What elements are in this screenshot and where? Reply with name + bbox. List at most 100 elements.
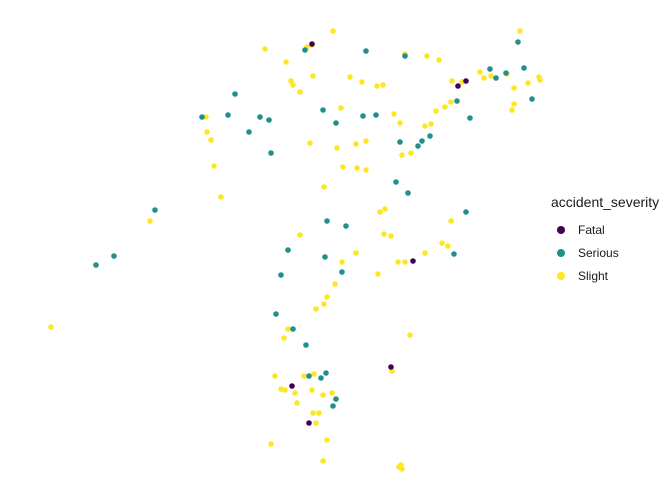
point-serious-2 xyxy=(402,53,408,59)
point-slight-77 xyxy=(282,387,288,393)
point-slight-31 xyxy=(428,121,434,127)
point-serious-42 xyxy=(306,373,312,379)
point-slight-45 xyxy=(363,138,369,144)
point-slight-74 xyxy=(407,332,413,338)
point-slight-4 xyxy=(283,59,289,65)
point-slight-70 xyxy=(313,306,319,312)
point-slight-47 xyxy=(354,165,360,171)
point-slight-67 xyxy=(332,281,338,287)
legend-label-slight: Slight xyxy=(578,268,609,283)
point-serious-44 xyxy=(323,370,329,376)
point-slight-72 xyxy=(285,326,291,332)
point-serious-27 xyxy=(405,190,411,196)
point-serious-43 xyxy=(318,375,324,381)
point-slight-0 xyxy=(330,28,336,34)
point-serious-41 xyxy=(303,342,309,348)
point-slight-80 xyxy=(301,373,307,379)
point-slight-21 xyxy=(481,75,487,81)
point-serious-16 xyxy=(333,120,339,126)
point-slight-13 xyxy=(380,82,386,88)
point-fatal-6 xyxy=(388,364,394,370)
point-slight-11 xyxy=(359,79,365,85)
point-slight-71 xyxy=(375,271,381,277)
point-slight-50 xyxy=(218,194,224,200)
point-slight-90 xyxy=(320,458,326,464)
point-serious-21 xyxy=(427,133,433,139)
point-slight-34 xyxy=(399,152,405,158)
point-slight-42 xyxy=(307,140,313,146)
legend-key-serious xyxy=(557,248,565,257)
point-slight-30 xyxy=(433,108,439,114)
point-slight-93 xyxy=(399,466,405,472)
point-serious-17 xyxy=(360,113,366,119)
point-serious-8 xyxy=(232,91,238,97)
legend-item-serious: Serious xyxy=(551,241,659,264)
point-slight-28 xyxy=(442,104,448,110)
point-serious-4 xyxy=(487,66,493,72)
legend: accident_severity Fatal Serious Slight xyxy=(551,194,659,287)
point-fatal-5 xyxy=(306,420,312,426)
point-slight-75 xyxy=(272,373,278,379)
point-serious-6 xyxy=(493,75,499,81)
series-serious xyxy=(93,39,535,409)
point-slight-39 xyxy=(203,114,209,120)
point-serious-39 xyxy=(273,311,279,317)
point-slight-37 xyxy=(511,101,517,107)
point-slight-29 xyxy=(448,99,454,105)
point-serious-19 xyxy=(397,139,403,145)
point-serious-18 xyxy=(373,112,379,118)
point-slight-48 xyxy=(363,167,369,173)
point-slight-88 xyxy=(324,437,330,443)
point-slight-87 xyxy=(313,420,319,426)
point-slight-89 xyxy=(268,441,274,447)
legend-item-fatal: Fatal xyxy=(551,218,659,241)
point-serious-20 xyxy=(419,138,425,144)
point-serious-24 xyxy=(454,98,460,104)
point-slight-46 xyxy=(340,164,346,170)
point-serious-36 xyxy=(339,269,345,275)
point-serious-0 xyxy=(302,47,308,53)
point-serious-11 xyxy=(257,114,263,120)
point-slight-86 xyxy=(316,410,322,416)
point-serious-38 xyxy=(451,251,457,257)
point-slight-25 xyxy=(525,80,531,86)
point-fatal-2 xyxy=(463,78,469,84)
point-slight-55 xyxy=(382,206,388,212)
point-serious-13 xyxy=(246,129,252,135)
point-serious-3 xyxy=(515,39,521,45)
point-slight-38 xyxy=(509,107,515,113)
point-serious-46 xyxy=(333,396,339,402)
point-slight-54 xyxy=(377,209,383,215)
point-slight-8 xyxy=(297,89,303,95)
point-serious-22 xyxy=(415,143,421,149)
point-slight-1 xyxy=(262,46,268,52)
point-slight-62 xyxy=(445,243,451,249)
legend-label-fatal: Fatal xyxy=(578,222,605,237)
point-slight-61 xyxy=(439,240,445,246)
point-serious-15 xyxy=(320,107,326,113)
point-slight-52 xyxy=(48,324,54,330)
point-serious-25 xyxy=(529,96,535,102)
point-slight-15 xyxy=(424,53,430,59)
series-fatal xyxy=(289,41,469,426)
point-serious-7 xyxy=(503,70,509,76)
point-slight-79 xyxy=(294,400,300,406)
point-fatal-3 xyxy=(410,258,416,264)
point-fatal-0 xyxy=(309,41,315,47)
point-serious-30 xyxy=(111,253,117,259)
point-slight-57 xyxy=(388,233,394,239)
legend-item-slight: Slight xyxy=(551,264,659,287)
legend-key-slight xyxy=(557,271,565,280)
point-slight-66 xyxy=(339,259,345,265)
point-slight-22 xyxy=(488,73,494,79)
point-slight-24 xyxy=(511,85,517,91)
point-slight-19 xyxy=(517,28,523,34)
point-serious-31 xyxy=(93,262,99,268)
point-slight-73 xyxy=(281,335,287,341)
point-slight-64 xyxy=(297,232,303,238)
point-serious-32 xyxy=(324,218,330,224)
series-slight xyxy=(48,28,543,472)
point-slight-12 xyxy=(374,83,380,89)
point-slight-83 xyxy=(320,392,326,398)
